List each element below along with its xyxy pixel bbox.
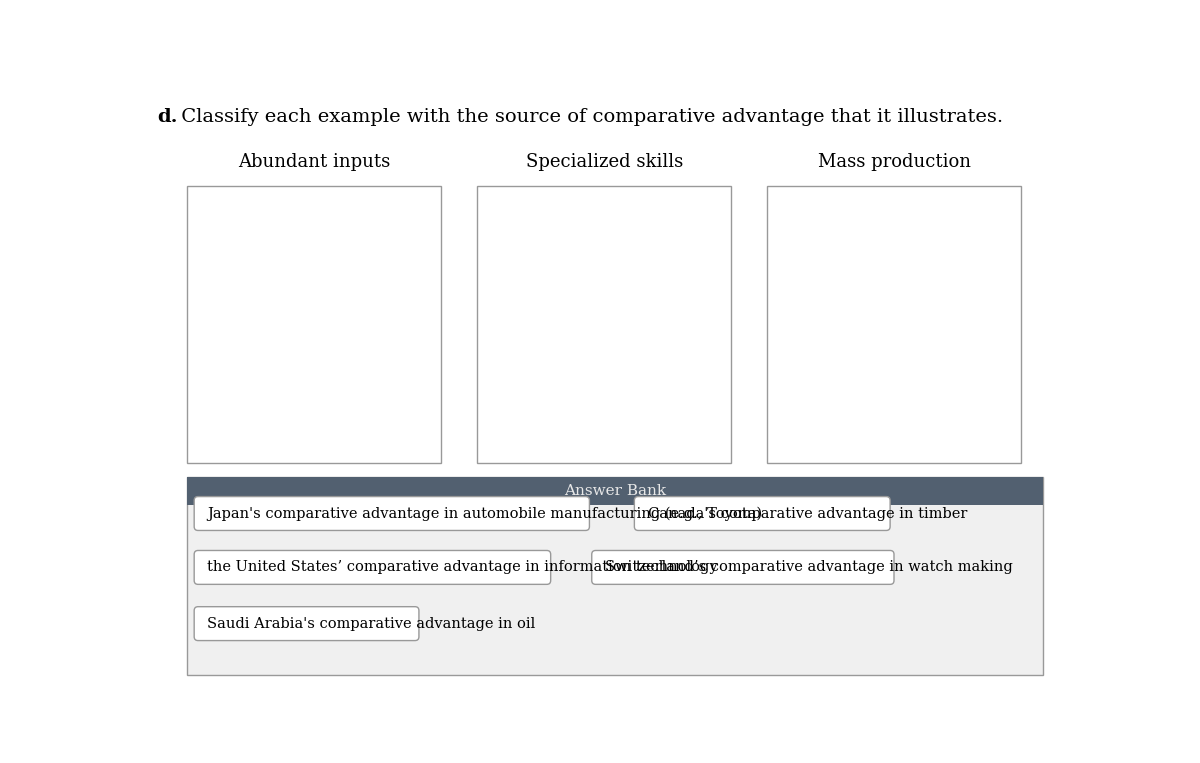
FancyBboxPatch shape	[187, 186, 442, 463]
Text: the United States’ comparative advantage in information technology: the United States’ comparative advantage…	[208, 560, 718, 575]
Text: d.: d.	[157, 108, 179, 126]
Text: Switzerland’s comparative advantage in watch making: Switzerland’s comparative advantage in w…	[605, 560, 1013, 575]
FancyBboxPatch shape	[194, 550, 551, 584]
Text: Mass production: Mass production	[817, 153, 971, 171]
FancyBboxPatch shape	[194, 607, 419, 641]
Text: Answer Bank: Answer Bank	[564, 485, 666, 498]
Text: Specialized skills: Specialized skills	[526, 153, 683, 171]
FancyBboxPatch shape	[187, 478, 1043, 675]
FancyBboxPatch shape	[635, 497, 890, 530]
Text: Canada's comparative advantage in timber: Canada's comparative advantage in timber	[648, 507, 967, 520]
Text: Classify each example with the source of comparative advantage that it illustrat: Classify each example with the source of…	[175, 108, 1003, 126]
FancyBboxPatch shape	[767, 186, 1021, 463]
FancyBboxPatch shape	[592, 550, 894, 584]
FancyBboxPatch shape	[194, 497, 589, 530]
Text: Saudi Arabia's comparative advantage in oil: Saudi Arabia's comparative advantage in …	[208, 617, 535, 631]
Text: Abundant inputs: Abundant inputs	[238, 153, 390, 171]
FancyBboxPatch shape	[478, 186, 731, 463]
Text: Japan's comparative advantage in automobile manufacturing (e.g., Toyota): Japan's comparative advantage in automob…	[208, 507, 762, 520]
FancyBboxPatch shape	[187, 478, 1043, 505]
